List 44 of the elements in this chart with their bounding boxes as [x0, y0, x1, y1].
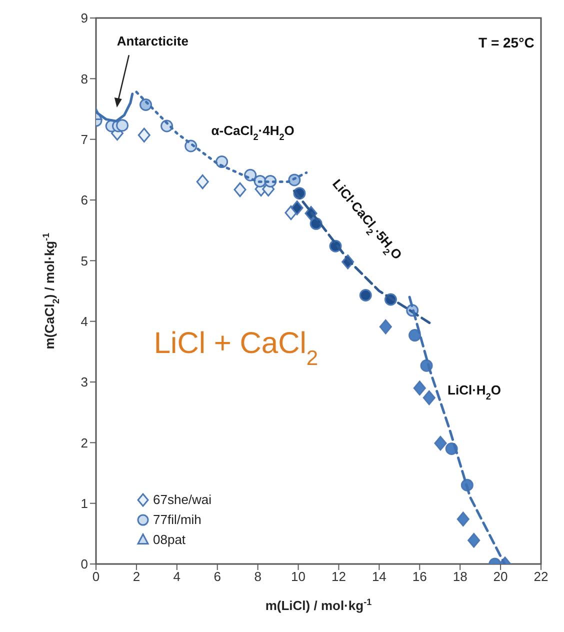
point — [196, 174, 209, 190]
legend-label: 08pat — [153, 531, 186, 549]
x-tick-label: 14 — [372, 569, 386, 584]
x-tick-label: 16 — [412, 569, 427, 584]
point — [413, 380, 426, 396]
x-tick-label: 0 — [92, 569, 100, 584]
y-tick-label: 0 — [80, 556, 88, 572]
x-tick-label: 20 — [493, 569, 508, 584]
legend-label: 67she/wai — [153, 491, 212, 509]
x-tick-label: 8 — [254, 569, 262, 584]
x-tick-label: 2 — [132, 569, 140, 584]
point — [456, 512, 470, 526]
y-tick-label: 7 — [80, 132, 88, 147]
y-tick-label: 5 — [80, 253, 88, 268]
y-tick-label: 2 — [80, 435, 88, 450]
annotation: LiCl + CaCl$_{2}$ — [154, 327, 318, 370]
x-tick-label: 4 — [173, 569, 181, 584]
x-tick-label: 6 — [214, 569, 221, 584]
x-tick-label: 12 — [331, 569, 346, 584]
y-tick-label: 8 — [80, 71, 88, 86]
point — [468, 532, 480, 548]
point — [116, 119, 129, 132]
legend-label: 77fil/mih — [153, 511, 202, 529]
point — [408, 329, 422, 342]
x-axis-title: m(LiCl) / mol·kg$^{-1}$ — [265, 597, 372, 613]
y-tick-label: 9 — [80, 10, 88, 26]
annotation: LiCl·H$_{2}$O — [448, 382, 502, 402]
x-tick-label: 22 — [534, 569, 548, 584]
annotation: α-CaCl$_{2}$·4H$_{2}$O — [211, 122, 294, 142]
point — [234, 182, 246, 198]
point — [422, 390, 436, 406]
annotation: T = 25°C — [478, 34, 534, 50]
point — [359, 288, 372, 302]
point — [434, 436, 447, 451]
point — [379, 319, 392, 334]
x-tick-label: 18 — [452, 569, 468, 584]
y-tick-label: 1 — [80, 496, 88, 511]
point — [138, 128, 150, 142]
y-tick-label: 6 — [80, 192, 88, 208]
y-tick-label: 3 — [80, 374, 88, 390]
y-tick-label: 4 — [80, 314, 88, 329]
annotation: Antarcticite — [116, 33, 188, 48]
x-tick-label: 10 — [291, 569, 306, 584]
point — [290, 200, 304, 216]
